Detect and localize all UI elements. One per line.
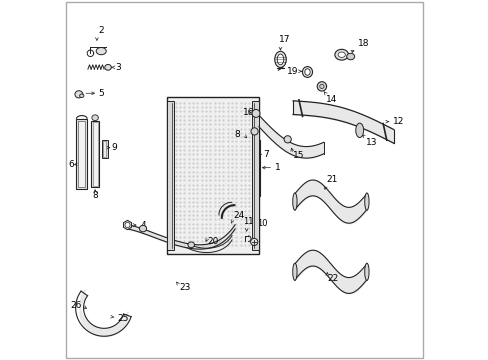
Circle shape	[125, 222, 130, 228]
Ellipse shape	[277, 54, 283, 65]
Bar	[252, 101, 258, 250]
Text: 22: 22	[326, 274, 338, 283]
Ellipse shape	[346, 53, 354, 60]
Text: 16: 16	[242, 108, 254, 117]
Ellipse shape	[304, 69, 309, 75]
Ellipse shape	[292, 263, 296, 280]
Text: 17: 17	[278, 35, 289, 44]
Text: 10: 10	[257, 219, 267, 228]
Bar	[244, 144, 250, 193]
Ellipse shape	[96, 48, 106, 55]
Ellipse shape	[92, 115, 98, 121]
Text: 8: 8	[234, 130, 240, 139]
Text: 21: 21	[326, 175, 337, 184]
Text: 7: 7	[263, 150, 268, 159]
Ellipse shape	[319, 84, 324, 89]
Ellipse shape	[364, 263, 368, 280]
Text: 15: 15	[292, 152, 304, 161]
Bar	[102, 140, 107, 158]
Text: 12: 12	[392, 117, 404, 126]
Text: 14: 14	[325, 95, 337, 104]
Ellipse shape	[284, 136, 291, 143]
Ellipse shape	[75, 91, 82, 98]
Circle shape	[250, 238, 257, 246]
Ellipse shape	[364, 193, 368, 210]
Bar	[254, 141, 259, 195]
Text: 13: 13	[366, 138, 377, 147]
Bar	[167, 97, 258, 254]
Text: 19: 19	[286, 67, 298, 76]
Text: 3: 3	[115, 63, 121, 72]
Bar	[103, 141, 106, 157]
Text: 6: 6	[68, 160, 74, 169]
Ellipse shape	[250, 128, 258, 135]
Text: 23: 23	[179, 283, 190, 292]
Bar	[91, 121, 99, 187]
Ellipse shape	[274, 51, 285, 68]
Bar	[253, 140, 260, 196]
Bar	[78, 121, 85, 187]
Ellipse shape	[292, 193, 296, 210]
Ellipse shape	[337, 52, 345, 57]
Text: 5: 5	[99, 89, 104, 98]
Text: 1: 1	[275, 163, 280, 172]
Polygon shape	[123, 220, 131, 230]
Text: 11: 11	[243, 217, 253, 226]
Text: 24: 24	[232, 211, 244, 220]
Ellipse shape	[302, 67, 312, 77]
Ellipse shape	[244, 139, 250, 144]
Bar	[76, 119, 87, 189]
Text: 4: 4	[140, 220, 145, 230]
Ellipse shape	[104, 64, 111, 70]
Ellipse shape	[317, 82, 326, 91]
Text: 20: 20	[207, 237, 219, 246]
Text: 8: 8	[92, 191, 98, 199]
Ellipse shape	[80, 94, 84, 98]
Ellipse shape	[251, 109, 260, 117]
Ellipse shape	[334, 49, 348, 60]
Ellipse shape	[187, 242, 194, 248]
Bar	[167, 101, 173, 250]
Ellipse shape	[355, 123, 363, 138]
Text: 2: 2	[99, 26, 104, 35]
Bar	[92, 122, 98, 186]
Text: 25: 25	[118, 314, 129, 323]
Ellipse shape	[139, 225, 146, 232]
Text: 26: 26	[70, 301, 81, 310]
Text: 9: 9	[111, 143, 117, 152]
Text: 18: 18	[357, 39, 368, 48]
